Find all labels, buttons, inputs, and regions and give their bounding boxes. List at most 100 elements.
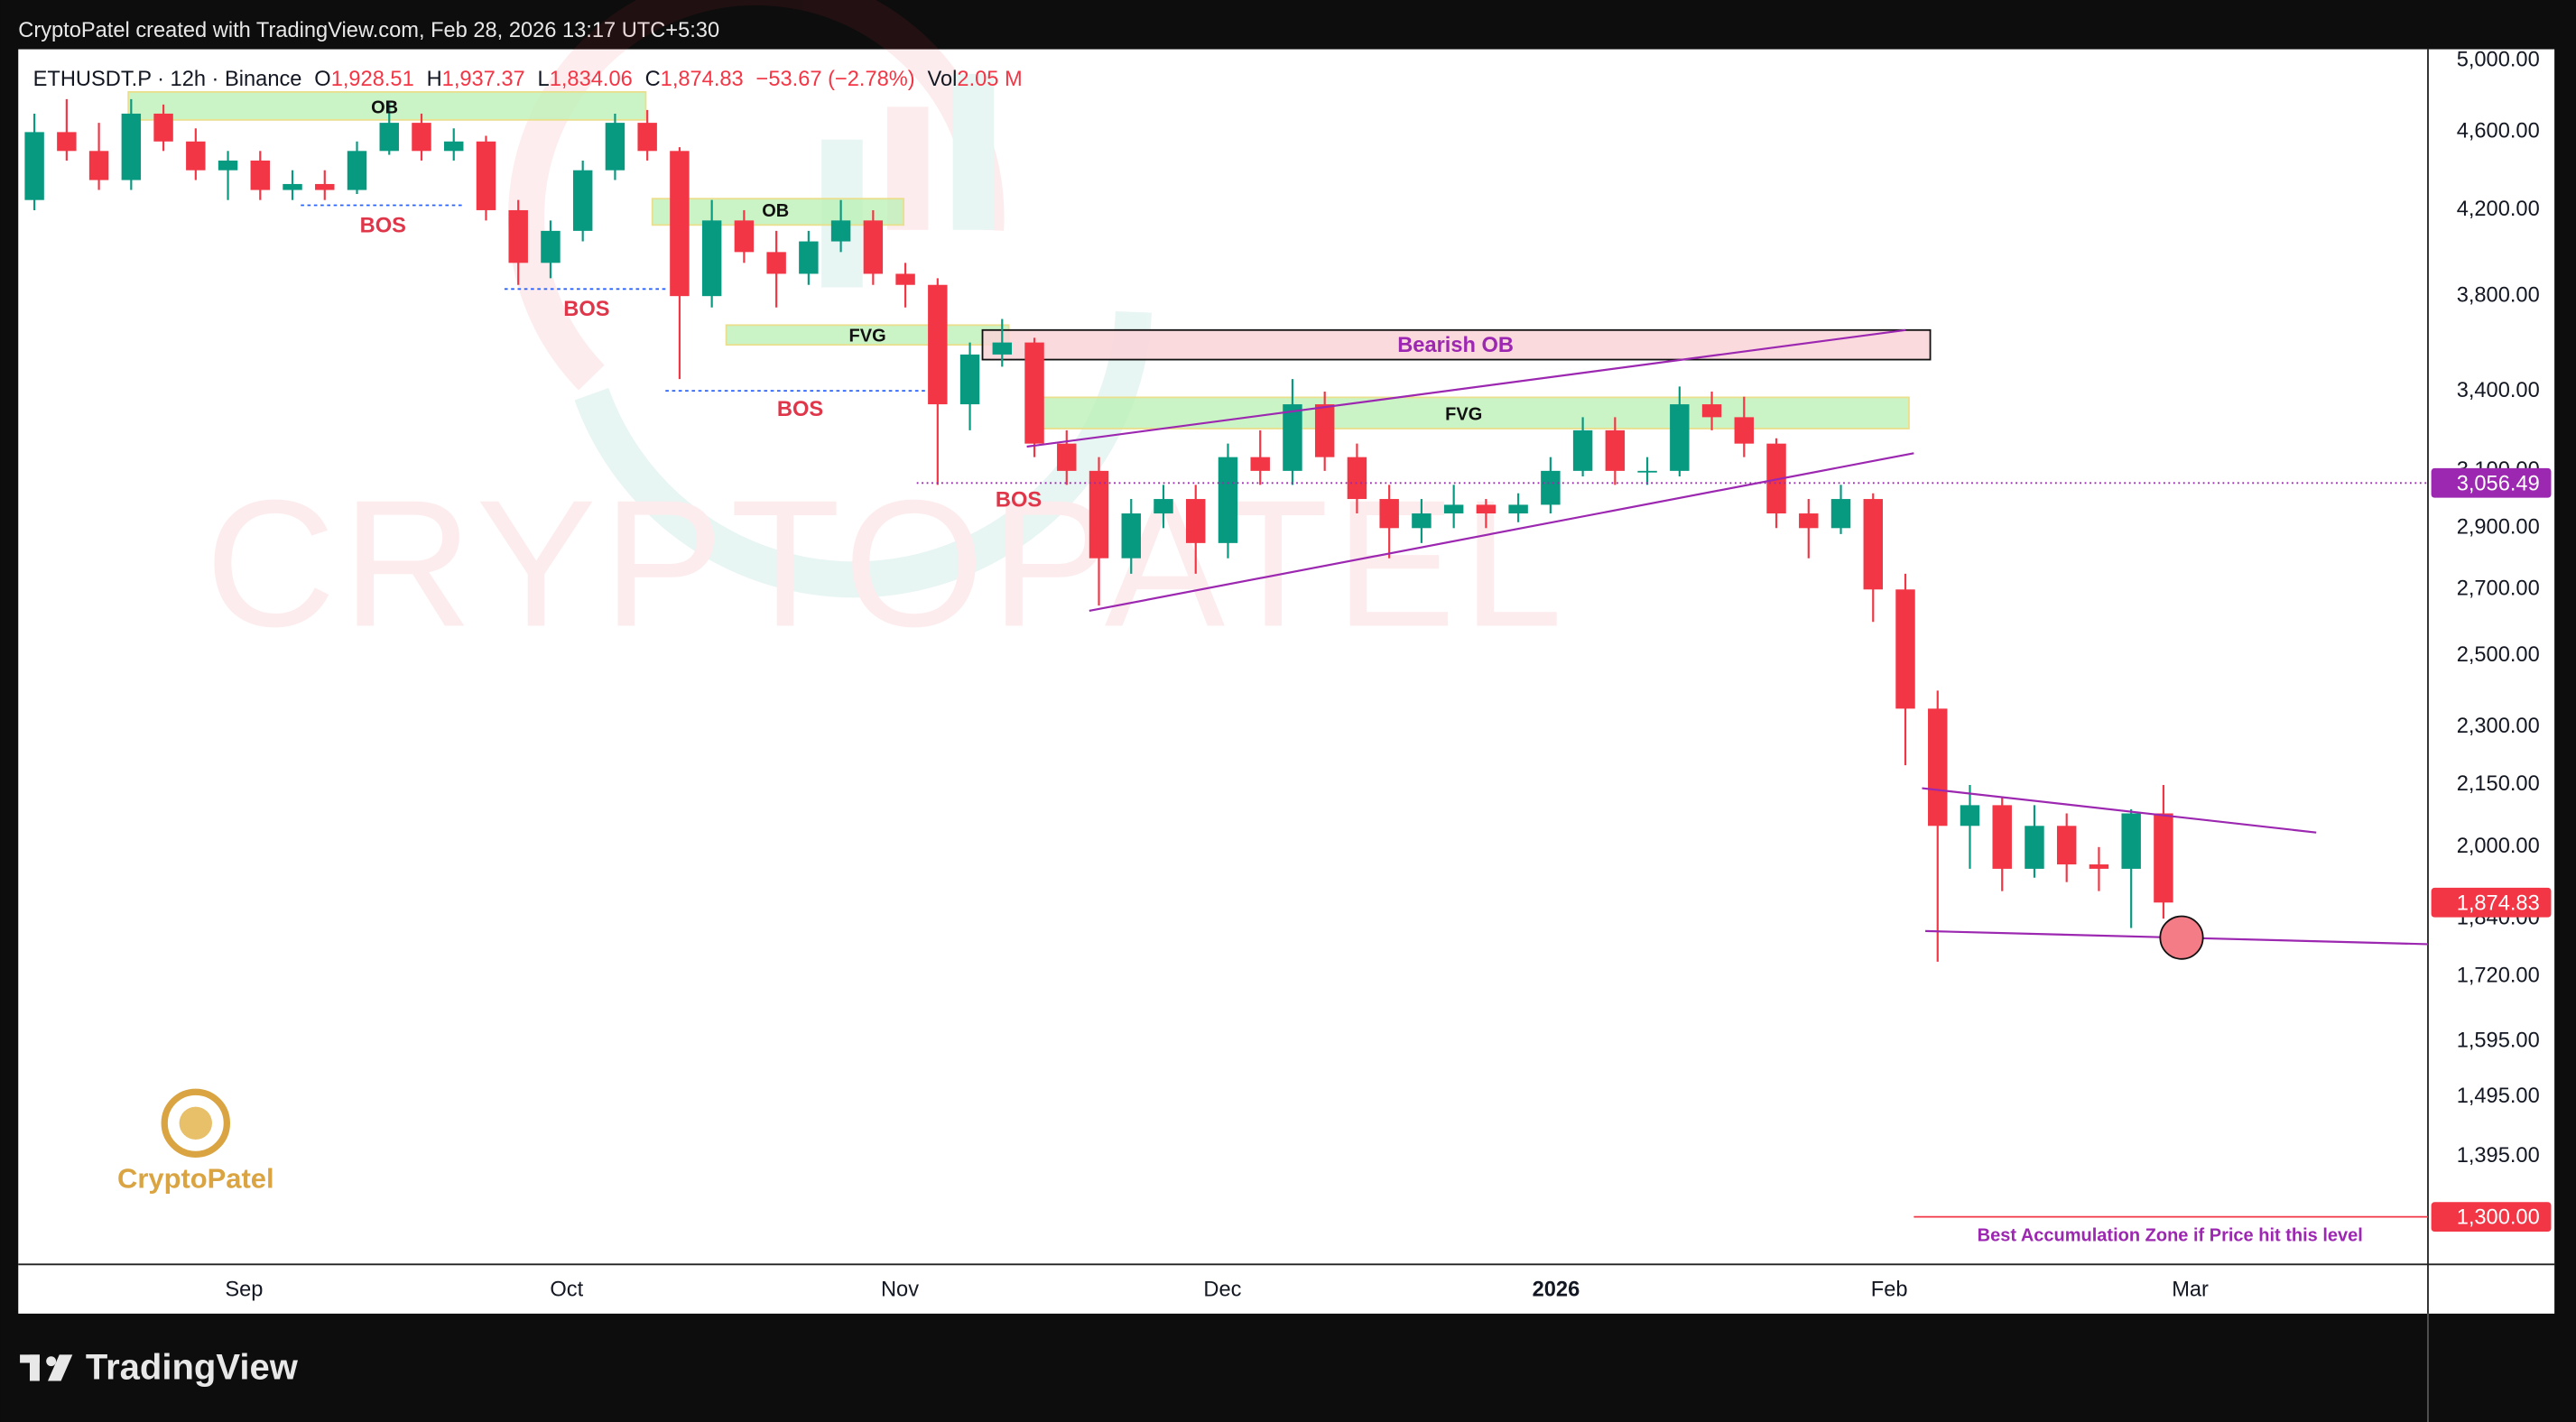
symbol: ETHUSDT.P · 12h · Binance bbox=[33, 68, 302, 91]
drawings: OB OB FVG FVG Bearish OB BOS BOS BOS BOS… bbox=[360, 97, 2429, 1246]
x-tick-label: 2026 bbox=[1533, 1279, 1580, 1302]
y-tick-label: 1,395.00 bbox=[2457, 1144, 2540, 1168]
price-tag bbox=[2431, 887, 2552, 918]
candle-body bbox=[347, 151, 367, 190]
y-tick-label: 1,595.00 bbox=[2457, 1029, 2540, 1052]
y-tick-label: 4,200.00 bbox=[2457, 198, 2540, 221]
candle-body bbox=[1637, 470, 1657, 473]
x-tick-label: Sep bbox=[225, 1279, 263, 1302]
y-tick-label: 1,720.00 bbox=[2457, 965, 2540, 988]
candle-body bbox=[959, 354, 980, 405]
candle-body bbox=[701, 220, 722, 297]
candle-body bbox=[1379, 499, 1399, 529]
candle-body bbox=[2089, 864, 2109, 869]
price-tag-label: 3,056.49 bbox=[2457, 472, 2540, 495]
candle-body bbox=[1057, 443, 1077, 471]
ohlc-value: 1,937.37 bbox=[442, 68, 525, 91]
candle-body bbox=[637, 123, 657, 152]
ohlc-label: L bbox=[538, 68, 550, 91]
watermark-arc bbox=[507, 0, 1005, 391]
symbol-header: ETHUSDT.P · 12h · Binance O1,928.51 H1,9… bbox=[33, 68, 1023, 91]
y-tick-label: 2,700.00 bbox=[2457, 577, 2540, 601]
candle-body bbox=[1830, 499, 1851, 529]
candle-body bbox=[734, 220, 755, 253]
logo: CryptoPatel bbox=[117, 1088, 274, 1195]
candle-body bbox=[799, 241, 819, 274]
price-tag-label: 1,874.83 bbox=[2457, 891, 2540, 915]
y-tick-label: 2,150.00 bbox=[2457, 772, 2540, 796]
y-tick-label: 5,000.00 bbox=[2457, 48, 2540, 71]
candle-body bbox=[1605, 429, 1626, 471]
candle-body bbox=[1701, 404, 1722, 418]
candle-body bbox=[1314, 404, 1335, 457]
bos-label: BOS bbox=[563, 298, 609, 321]
x-tick-label: Nov bbox=[881, 1279, 919, 1302]
candle-body bbox=[1799, 513, 1819, 529]
candle-body bbox=[218, 160, 238, 171]
trend-line bbox=[1089, 452, 1914, 613]
candle-body bbox=[1670, 404, 1690, 471]
bos-label: BOS bbox=[996, 488, 1042, 512]
candle-body bbox=[1863, 499, 1883, 590]
ob-zone bbox=[127, 91, 647, 121]
candles bbox=[24, 98, 2173, 962]
trend-line bbox=[1922, 787, 2317, 834]
y-tick-label: 2,900.00 bbox=[2457, 516, 2540, 540]
footer-brand: TradingView bbox=[86, 1347, 299, 1387]
candle-body bbox=[1928, 708, 1948, 826]
candle-body bbox=[508, 209, 528, 263]
candle-body bbox=[895, 273, 915, 285]
ohlc-label: C bbox=[645, 68, 661, 91]
x-tick-label: Oct bbox=[550, 1279, 583, 1302]
axes: 5,000.00 4,600.00 4,200.00 3,800.00 3,400.00… bbox=[225, 48, 2552, 1302]
ob-zone bbox=[651, 198, 905, 226]
candle-body bbox=[88, 151, 109, 180]
candle-body bbox=[186, 141, 206, 171]
banner: CryptoPatel created with TradingView.com… bbox=[18, 19, 719, 42]
candle-body bbox=[250, 160, 271, 190]
candle-body bbox=[315, 183, 335, 190]
change: −53.67 (−2.78%) bbox=[756, 68, 915, 91]
ob-label: OB bbox=[762, 201, 789, 221]
y-tick-label: 2,500.00 bbox=[2457, 643, 2540, 667]
watermark-candle bbox=[952, 73, 995, 230]
candle-body bbox=[1250, 457, 1270, 471]
trend-line bbox=[1026, 328, 1906, 448]
fvg-label: FVG bbox=[849, 326, 886, 346]
candle-body bbox=[605, 123, 625, 171]
candle-body bbox=[1412, 513, 1432, 529]
y-tick-label: 2,300.00 bbox=[2457, 715, 2540, 738]
candle-body bbox=[57, 132, 77, 152]
candle-body bbox=[1218, 457, 1238, 543]
candle-body bbox=[992, 342, 1013, 355]
price-tag bbox=[2431, 467, 2552, 498]
fvg-zone bbox=[1033, 396, 1910, 429]
candle-body bbox=[1541, 470, 1561, 505]
candle-body bbox=[1476, 504, 1496, 514]
candle-body bbox=[2025, 826, 2044, 869]
candle-body bbox=[766, 252, 786, 274]
candle-body bbox=[24, 132, 44, 200]
y-tick-label: 4,600.00 bbox=[2457, 120, 2540, 143]
ohlc-label: O bbox=[314, 68, 330, 91]
candle-body bbox=[283, 183, 302, 190]
x-tick-label: Feb bbox=[1871, 1279, 1908, 1302]
candle-body bbox=[928, 284, 948, 405]
candle-body bbox=[1024, 342, 1044, 444]
logo-coin bbox=[179, 1106, 212, 1140]
target-circle bbox=[2159, 915, 2204, 960]
candle-body bbox=[444, 141, 464, 152]
logo-ring bbox=[161, 1088, 231, 1159]
ohlc-value: 1,874.83 bbox=[661, 68, 744, 91]
candle-body bbox=[1508, 504, 1528, 514]
chart-panel bbox=[18, 49, 2555, 1314]
ob-label: OB bbox=[371, 97, 398, 117]
volume: 2.05 M bbox=[957, 68, 1022, 91]
x-tick-label: Dec bbox=[1203, 1279, 1241, 1302]
candle-body bbox=[2154, 813, 2173, 903]
y-tick-label: 1,495.00 bbox=[2457, 1085, 2540, 1108]
candle-body bbox=[153, 113, 173, 142]
candle-body bbox=[863, 220, 884, 274]
